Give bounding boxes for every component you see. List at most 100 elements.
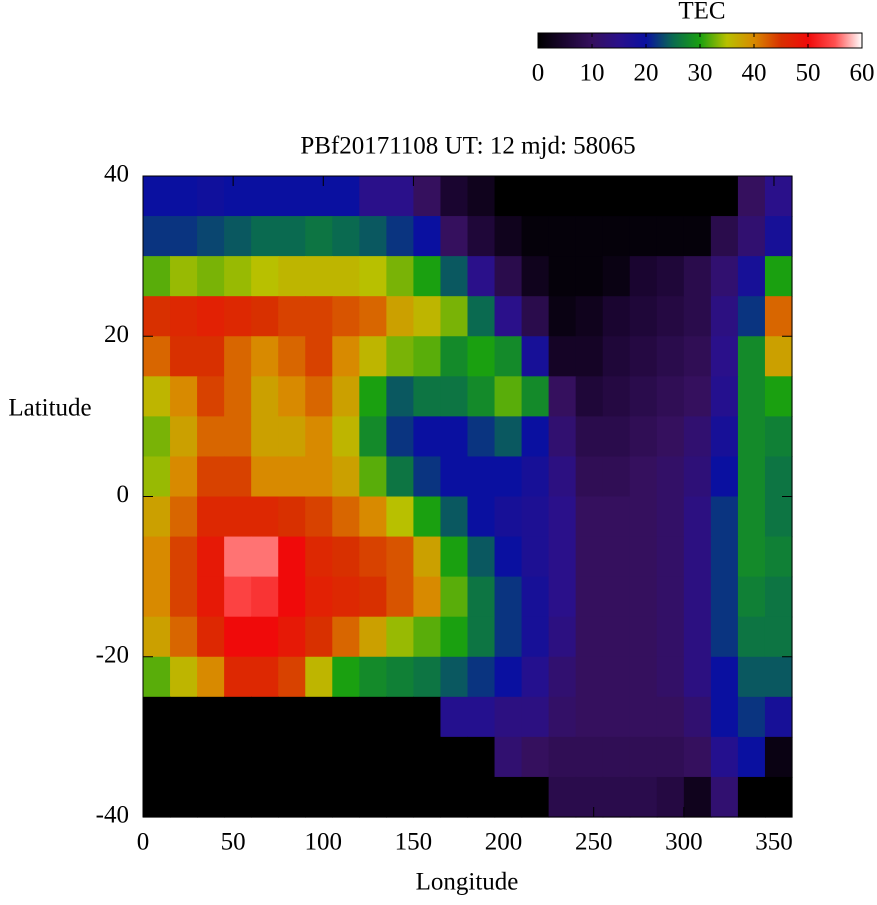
cell <box>332 256 360 297</box>
x-tick-label: 150 <box>395 829 433 856</box>
cell <box>548 376 577 417</box>
cell <box>737 736 766 778</box>
cell <box>629 376 658 417</box>
cell <box>413 256 442 297</box>
cell <box>710 696 739 738</box>
cell <box>629 496 658 538</box>
cell <box>521 496 550 538</box>
cell <box>764 256 793 297</box>
cell <box>278 736 306 778</box>
cell <box>197 776 225 818</box>
cell <box>251 496 279 538</box>
cell <box>197 616 225 658</box>
cell <box>737 656 766 698</box>
cell <box>656 256 685 297</box>
cell <box>764 776 793 818</box>
cell <box>251 696 279 738</box>
x-tick-label: 0 <box>137 829 150 856</box>
cell <box>224 656 252 698</box>
cell <box>629 736 658 778</box>
cell <box>143 576 171 618</box>
cell <box>359 216 387 257</box>
cell <box>332 616 360 658</box>
cell <box>143 296 171 337</box>
cell <box>224 336 252 377</box>
cell <box>575 536 604 578</box>
cell <box>413 496 442 538</box>
cell <box>521 656 550 698</box>
cell <box>629 176 658 217</box>
cell <box>143 416 171 458</box>
cell <box>278 336 306 377</box>
cell <box>278 536 306 578</box>
chart-title: PBf20171108 UT: 12 mjd: 58065 <box>300 133 635 160</box>
cell <box>629 216 658 257</box>
cell <box>656 176 685 217</box>
cell <box>521 536 550 578</box>
y-axis-label: Latitude <box>8 395 91 422</box>
y-tick-label: 20 <box>104 321 129 348</box>
cell <box>278 616 306 658</box>
cell <box>332 696 360 738</box>
cell <box>413 776 442 818</box>
cell <box>386 256 415 297</box>
cell <box>305 296 333 337</box>
cell <box>467 376 496 417</box>
cell <box>440 536 469 578</box>
colorbar-tick-label: 30 <box>688 60 713 87</box>
cell <box>683 776 712 818</box>
cell <box>359 376 387 417</box>
cell <box>494 376 523 417</box>
cell <box>737 296 766 337</box>
y-tick-label: 0 <box>117 481 130 508</box>
cell <box>170 336 198 377</box>
cell <box>602 376 631 417</box>
cell <box>332 456 360 498</box>
cell <box>197 176 225 217</box>
cell <box>440 216 469 257</box>
cell <box>548 736 577 778</box>
cell <box>332 216 360 257</box>
cell <box>521 696 550 738</box>
cell <box>224 776 252 818</box>
cell <box>764 496 793 538</box>
cell <box>656 616 685 658</box>
cell <box>737 776 766 818</box>
cell <box>629 296 658 337</box>
cell <box>251 736 279 778</box>
cell <box>386 696 415 738</box>
cell <box>440 696 469 738</box>
cell <box>494 736 523 778</box>
cell <box>413 576 442 618</box>
cell <box>494 416 523 458</box>
cell <box>224 536 252 578</box>
cell <box>494 176 523 217</box>
cell <box>656 216 685 257</box>
cell <box>197 336 225 377</box>
colorbar-tick-label: 40 <box>742 60 767 87</box>
cell <box>440 296 469 337</box>
cell <box>413 696 442 738</box>
cell <box>413 736 442 778</box>
cell <box>251 296 279 337</box>
cell <box>683 656 712 698</box>
cell <box>494 256 523 297</box>
cell <box>575 256 604 297</box>
cell <box>764 216 793 257</box>
cell <box>737 456 766 498</box>
cell <box>278 416 306 458</box>
cell <box>359 776 387 818</box>
cell <box>278 216 306 257</box>
cell <box>359 656 387 698</box>
cell <box>170 736 198 778</box>
cell <box>548 496 577 538</box>
cell <box>170 656 198 698</box>
cell <box>548 576 577 618</box>
cell <box>494 496 523 538</box>
cell <box>548 656 577 698</box>
x-tick-label: 50 <box>221 829 246 856</box>
cell <box>413 656 442 698</box>
cell <box>602 736 631 778</box>
cell <box>467 416 496 458</box>
cell <box>305 776 333 818</box>
